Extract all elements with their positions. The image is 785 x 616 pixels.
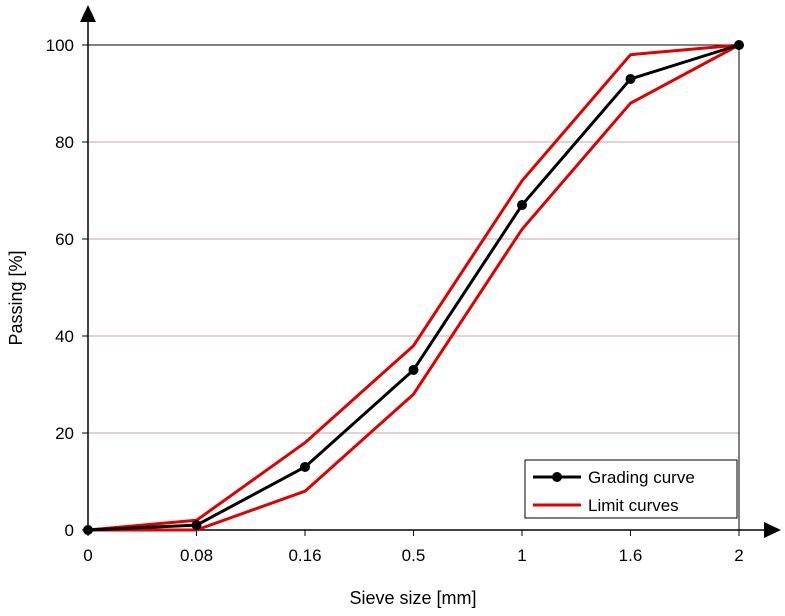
data-point — [734, 40, 744, 50]
x-tick-label: 0 — [83, 546, 92, 565]
legend-label-grading: Grading curve — [588, 468, 695, 487]
x-axis-arrow — [764, 522, 781, 538]
data-point — [625, 73, 636, 84]
legend-marker-grading — [552, 472, 562, 482]
series-line-limit-curves-1 — [87, 43, 740, 532]
y-tick-label: 100 — [46, 36, 74, 55]
y-tick-label: 60 — [55, 230, 74, 249]
x-tick-labels: 0 0.08 0.16 0.5 1 1.6 2 — [83, 530, 744, 565]
x-tick-label: 0.5 — [402, 546, 426, 565]
x-tick-label: 0.16 — [288, 546, 321, 565]
x-tick-label: 2 — [734, 546, 743, 565]
x-tick-label: 1.6 — [619, 546, 643, 565]
y-tick-labels: 0 20 40 60 80 100 — [46, 36, 88, 540]
data-point — [517, 200, 527, 211]
x-tick-label: 0.08 — [180, 546, 213, 565]
grid-lines — [88, 141, 739, 434]
data-point — [83, 525, 93, 535]
y-axis-arrow — [80, 5, 96, 22]
y-tick-label: 80 — [55, 133, 74, 152]
series-line-limit-curve-lower-2 — [88, 43, 740, 532]
axes — [80, 5, 781, 538]
x-axis-title: Sieve size [mm] — [349, 588, 476, 608]
y-tick-label: 20 — [55, 424, 74, 443]
series-group — [83, 40, 744, 535]
y-tick-label: 40 — [55, 327, 74, 346]
series-line-grading-curve-0 — [87, 43, 740, 532]
x-tick-label: 1 — [517, 546, 526, 565]
data-point — [300, 461, 310, 472]
legend-label-limit: Limit curves — [588, 496, 679, 515]
data-point — [191, 520, 202, 531]
data-point — [408, 364, 419, 375]
y-tick-label: 0 — [65, 521, 74, 540]
legend: Grading curve Limit curves — [524, 459, 738, 519]
legend-box — [524, 459, 738, 519]
y-axis-title: Passing [%] — [6, 250, 26, 345]
